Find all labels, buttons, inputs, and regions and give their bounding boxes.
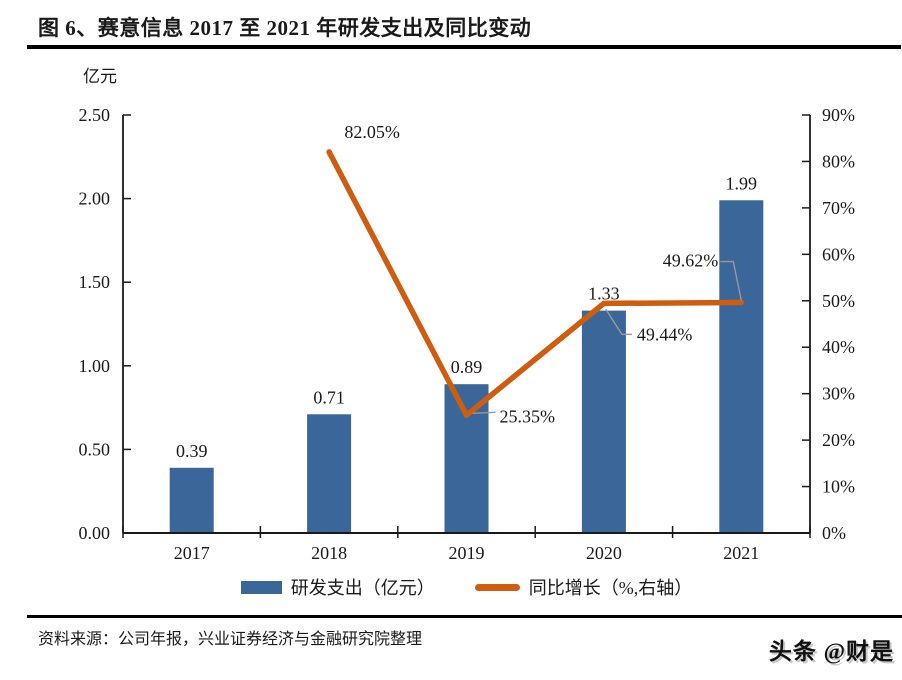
bar-2020	[581, 310, 626, 533]
bar-value-label-2018: 0.71	[313, 387, 345, 407]
bar-value-label-2019: 0.89	[451, 357, 483, 377]
footer-rule	[27, 615, 902, 618]
line-value-label-2021: 49.62%	[663, 251, 719, 271]
x-axis-label-2018: 2018	[311, 543, 347, 563]
left-axis-unit-label: 亿元	[83, 67, 117, 86]
x-axis-label-2019: 2019	[449, 543, 485, 563]
line-value-label-2020: 49.44%	[637, 324, 693, 344]
data-source-note: 资料来源：公司年报，兴业证券经济与金融研究院整理	[38, 631, 423, 648]
y-axis-left-tick-label: 2.00	[79, 189, 111, 209]
y-axis-right-tick-label: 50%	[822, 291, 855, 311]
y-axis-right-tick-label: 20%	[822, 430, 855, 450]
bar-value-label-2017: 0.39	[176, 441, 208, 461]
line-value-label-2019: 25.35%	[500, 406, 556, 426]
x-axis-label-2021: 2021	[723, 543, 759, 563]
bar-2017	[169, 467, 214, 533]
bar-2018	[307, 414, 352, 533]
figure-title: 图 6、赛意信息 2017 至 2021 年研发支出及同比变动	[38, 16, 532, 40]
label-leader-line	[472, 411, 496, 414]
y-axis-right-tick-label: 90%	[822, 105, 855, 125]
bar-value-label-2021: 1.99	[726, 173, 758, 193]
y-axis-left-tick-label: 1.00	[79, 356, 111, 376]
trend-line	[326, 149, 745, 419]
y-axis-left-tick-label: 1.50	[79, 272, 111, 292]
bar-value-label-2020: 1.33	[588, 284, 620, 304]
bar-series-swatch	[240, 580, 282, 594]
bar-2021	[719, 200, 764, 533]
bar-2019	[444, 384, 489, 533]
x-axis-label-2017: 2017	[174, 543, 210, 563]
line-series-swatch	[474, 583, 520, 591]
y-axis-right-tick-label: 10%	[822, 477, 855, 497]
y-axis-right-tick-label: 30%	[822, 384, 855, 404]
y-axis-right-tick-label: 0%	[822, 523, 846, 543]
chart-legend: 研发支出（亿元） 同比增长（%,右轴）	[123, 576, 810, 598]
legend-item-bar-series: 研发支出（亿元）	[240, 574, 435, 600]
y-axis-right-tick-label: 70%	[822, 198, 855, 218]
y-axis-right-tick-label: 80%	[822, 151, 855, 171]
label-leader-line	[720, 260, 742, 301]
y-axis-left-tick-label: 0.00	[79, 523, 111, 543]
y-axis-right-tick-label: 40%	[822, 337, 855, 357]
watermark: 头条 @财是	[768, 639, 894, 664]
y-axis-left-tick-label: 2.50	[79, 105, 111, 125]
y-axis-left-tick-label: 0.50	[79, 439, 111, 459]
x-axis-label-2020: 2020	[586, 543, 622, 563]
title-underline	[27, 45, 901, 49]
bar-series-label: 研发支出（亿元）	[290, 578, 435, 598]
line-value-label-2018: 82.05%	[344, 122, 400, 142]
y-axis-right-tick-label: 60%	[822, 244, 855, 264]
legend-item-line-series: 同比增长（%,右轴）	[474, 574, 693, 600]
label-leader-line	[605, 309, 632, 336]
line-series-label: 同比增长（%,右轴）	[528, 578, 693, 598]
